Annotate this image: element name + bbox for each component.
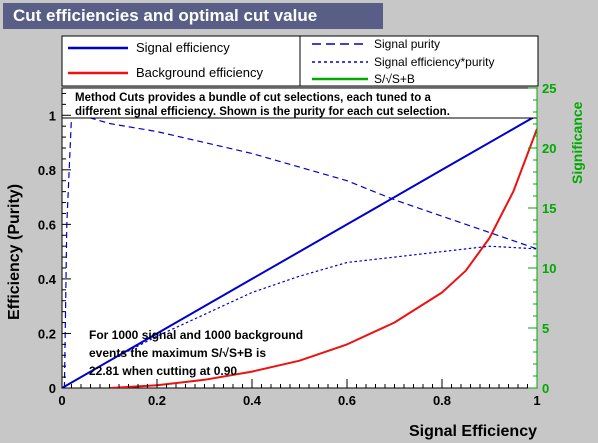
y2-tick-label: 10 [542, 261, 556, 276]
x-axis-label: Signal Efficiency [409, 423, 537, 440]
series-line-0 [62, 114, 537, 388]
result-annotation-line2: events the maximum S/√S+B is [89, 346, 266, 360]
plot-frame [61, 87, 538, 389]
page-title: Cut efficiencies and optimal cut value [3, 3, 383, 29]
y2-tick-label: 15 [542, 201, 556, 216]
result-annotation-line3: 22.81 when cutting at 0.90 [89, 364, 237, 378]
legend-background-label: Background efficiency [136, 65, 263, 80]
x-tick-label: 0.8 [433, 393, 451, 408]
y-tick-label: 0.8 [38, 163, 56, 178]
legend-signal-label: Signal efficiency [136, 40, 230, 55]
result-annotation-line1: For 1000 signal and 1000 background [89, 328, 303, 342]
legend-purity-label: Signal purity [374, 37, 440, 51]
y2-axis-label: Significance [569, 101, 585, 184]
y-tick-label: 1 [49, 108, 56, 123]
y2-tick-label: 5 [542, 321, 549, 336]
x-tick-label: 0 [58, 393, 65, 408]
y2-axis: 0 5 10 15 20 25 [528, 81, 556, 396]
y-tick-label: 0.6 [38, 217, 56, 232]
x-tick-label: 0.6 [338, 393, 356, 408]
y2-tick-label: 0 [542, 381, 549, 396]
legend-product-label: Signal efficiency*purity [374, 55, 495, 69]
y2-tick-label: 20 [542, 141, 556, 156]
y-axis: 0 0.2 0.4 0.6 0.8 1 [38, 92, 71, 396]
x-axis: 0 0.2 0.4 0.6 0.8 1 [58, 379, 541, 408]
y-tick-label: 0.2 [38, 326, 56, 341]
series-line-1 [109, 128, 537, 388]
x-tick-label: 0.4 [243, 393, 262, 408]
x-tick-label: 0.2 [148, 393, 166, 408]
series-line-3 [62, 245, 537, 388]
x-tick-label: 1 [533, 393, 540, 408]
legend-significance-label: S/√S+B [374, 72, 415, 86]
method-annotation-line1: Method Cuts provides a bundle of cut sel… [75, 92, 432, 104]
y-axis-label: Efficiency (Purity) [6, 184, 23, 320]
y-tick-label: 0 [49, 381, 56, 396]
y-tick-label: 0.4 [38, 272, 57, 287]
y2-tick-label: 25 [542, 81, 556, 96]
method-annotation-line2: different signal efficiency. Shown is th… [75, 106, 450, 118]
